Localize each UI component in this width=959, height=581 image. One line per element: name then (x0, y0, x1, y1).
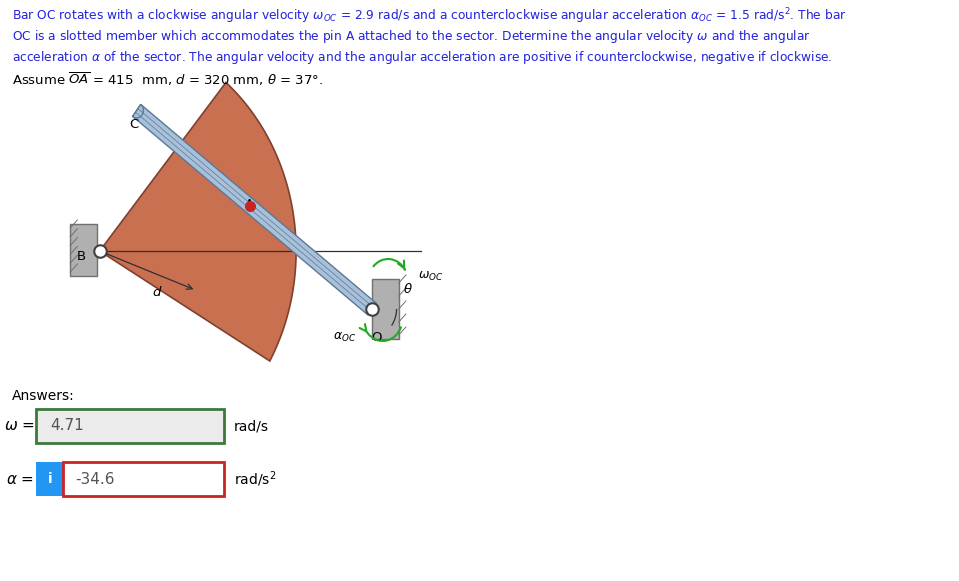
Text: $\alpha$ =: $\alpha$ = (7, 472, 35, 486)
Bar (372, 279, 399, 339)
Text: OC is a slotted member which accommodates the pin A attached to the sector. Dete: OC is a slotted member which accommodate… (12, 27, 811, 45)
Text: Assume $\overline{OA}$ = 415  mm, $d$ = 320 mm, $\theta$ = 37°.: Assume $\overline{OA}$ = 415 mm, $d$ = 3… (12, 71, 323, 88)
Text: C: C (129, 119, 138, 131)
FancyBboxPatch shape (63, 462, 223, 496)
Text: acceleration $\alpha$ of the sector. The angular velocity and the angular accele: acceleration $\alpha$ of the sector. The… (12, 49, 832, 66)
Text: Bar OC rotates with a clockwise angular velocity $\omega_{OC}$ = 2.9 rad/s and a: Bar OC rotates with a clockwise angular … (12, 6, 847, 26)
Text: i: i (47, 472, 52, 486)
Bar (70, 224, 97, 276)
Polygon shape (132, 105, 376, 315)
Text: A: A (245, 198, 253, 211)
Polygon shape (132, 105, 144, 118)
Text: O: O (371, 331, 382, 344)
FancyBboxPatch shape (36, 462, 63, 496)
Text: Answers:: Answers: (12, 389, 75, 403)
Text: -34.6: -34.6 (76, 472, 115, 486)
FancyBboxPatch shape (36, 409, 223, 443)
Text: $\theta$: $\theta$ (403, 282, 413, 296)
Text: 4.71: 4.71 (51, 418, 84, 433)
Text: $\alpha_{OC}$: $\alpha_{OC}$ (333, 331, 356, 344)
Text: rad/s: rad/s (234, 419, 269, 433)
Text: $\omega_{OC}$: $\omega_{OC}$ (418, 270, 444, 282)
Polygon shape (100, 83, 296, 361)
Text: $\omega$ =: $\omega$ = (4, 418, 35, 433)
Text: B: B (77, 249, 85, 263)
Text: $d$: $d$ (152, 285, 162, 299)
Text: rad/s$^2$: rad/s$^2$ (234, 469, 276, 489)
